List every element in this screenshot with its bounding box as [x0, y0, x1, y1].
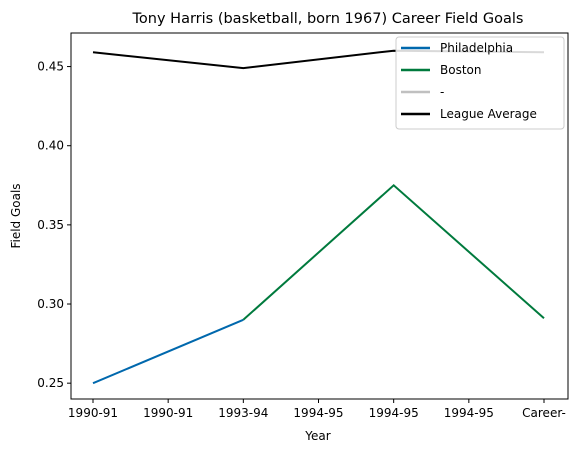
x-tick-label: 1994-95 [444, 406, 494, 420]
plot-frame [70, 32, 569, 400]
series-line-philadelphia [92, 318, 244, 385]
y-tick-label: 0.35 [37, 218, 64, 232]
x-tick-label: Career- [522, 406, 566, 420]
legend-label: League Average [440, 107, 537, 121]
legend-label: - [440, 85, 444, 99]
y-axis-label: Field Goals [9, 183, 23, 248]
x-tick-label: 1994-95 [293, 406, 343, 420]
legend-box [395, 36, 565, 130]
x-tick-label: 1990-91 [68, 406, 118, 420]
legend: Philadelphia Boston - League Average [395, 36, 565, 130]
chart-title: Tony Harris (basketball, born 1967) Care… [132, 11, 524, 27]
x-tick-label: 1993-94 [218, 406, 268, 420]
x-axis-label: Year [304, 429, 330, 443]
y-tick-label: 0.40 [37, 139, 64, 153]
y-tick-label: 0.30 [37, 297, 64, 311]
x-axis: 1990-91 1990-91 1993-94 1994-95 1994-95 1994-… [68, 399, 566, 420]
series-line-boston [242, 183, 545, 321]
legend-label: Boston [440, 63, 481, 77]
y-axis: 0.25 0.30 0.35 0.40 0.45 [37, 60, 71, 390]
y-tick-label: 0.25 [37, 376, 64, 390]
legend-label: Philadelphia [440, 41, 513, 55]
x-tick-label: 1994-95 [369, 406, 419, 420]
y-tick-label: 0.45 [37, 60, 64, 74]
x-tick-label: 1990-91 [143, 406, 193, 420]
